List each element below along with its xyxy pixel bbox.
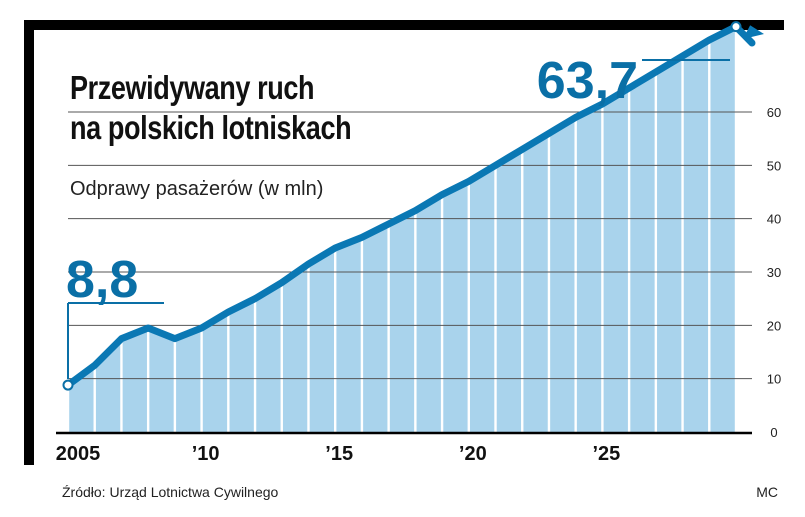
callout-point-2005 — [62, 379, 74, 391]
bar-2024 — [576, 104, 602, 433]
bar-2025 — [603, 88, 628, 432]
x-tick-label-2020: ’20 — [459, 443, 487, 465]
bar-2019 — [443, 181, 468, 432]
bar-2021 — [496, 149, 522, 432]
frame-left-bar — [24, 20, 34, 465]
x-tick-label-2025: ’25 — [592, 443, 620, 465]
chart-title: Przewidywany ruch na polskich lotniskach — [70, 68, 352, 148]
bar-2029 — [710, 27, 735, 432]
bar-2020 — [470, 165, 495, 432]
bar-2018 — [416, 195, 441, 432]
y-tick-label-0: 0 — [770, 425, 777, 440]
bar-2009 — [176, 328, 201, 432]
y-tick-labels-layer: 0 10 20 30 40 50 60 — [767, 105, 781, 440]
bars-layer — [69, 27, 735, 433]
bar-2011 — [229, 299, 254, 432]
y-tick-label-30: 30 — [767, 265, 781, 280]
callouts-layer: 8,8 63,7 — [62, 21, 742, 391]
bar-2016 — [363, 224, 388, 432]
bar-2007 — [122, 328, 147, 432]
bar-2013 — [282, 264, 308, 432]
bar-2017 — [389, 211, 415, 432]
callout-value-start: 8,8 — [66, 251, 138, 309]
bar-2014 — [309, 248, 334, 432]
y-tick-label-40: 40 — [767, 212, 781, 227]
bar-2010 — [202, 312, 228, 432]
y-tick-label-20: 20 — [767, 318, 781, 333]
bar-2022 — [523, 133, 548, 432]
gridlines-layer — [68, 111, 752, 380]
y-tick-label-10: 10 — [767, 372, 781, 387]
x-tick-label-2010: ’10 — [192, 443, 220, 465]
trend-arrowhead — [743, 25, 764, 39]
title-line-2: na polskich lotniskach — [70, 109, 352, 146]
callout-value-end: 63,7 — [537, 52, 638, 110]
series-line — [64, 23, 740, 389]
x-tick-label-2005: 2005 — [56, 443, 101, 465]
bar-2012 — [256, 283, 281, 432]
bar-2026 — [630, 72, 655, 432]
callout-point-2030 — [730, 21, 742, 33]
x-tick-label-2015: ’15 — [325, 443, 353, 465]
bar-2008 — [149, 328, 174, 432]
bar-2015 — [336, 237, 361, 432]
x-tick-labels-layer: 2005 ’10 ’15 ’20 ’25 — [56, 443, 621, 465]
y-tick-label-50: 50 — [767, 158, 781, 173]
title-line-1: Przewidywany ruch — [70, 69, 315, 106]
bar-2023 — [550, 117, 575, 433]
y-tick-label-60: 60 — [767, 105, 781, 120]
bar-2028 — [683, 40, 709, 432]
frame-top-bar — [24, 20, 784, 30]
source-note: Źródło: Urząd Lotnictwa Cywilnego — [62, 484, 279, 500]
author-credit: MC — [756, 484, 778, 500]
chart-subtitle: Odprawy pasażerów (w mln) — [70, 178, 324, 200]
bar-2027 — [657, 56, 682, 432]
